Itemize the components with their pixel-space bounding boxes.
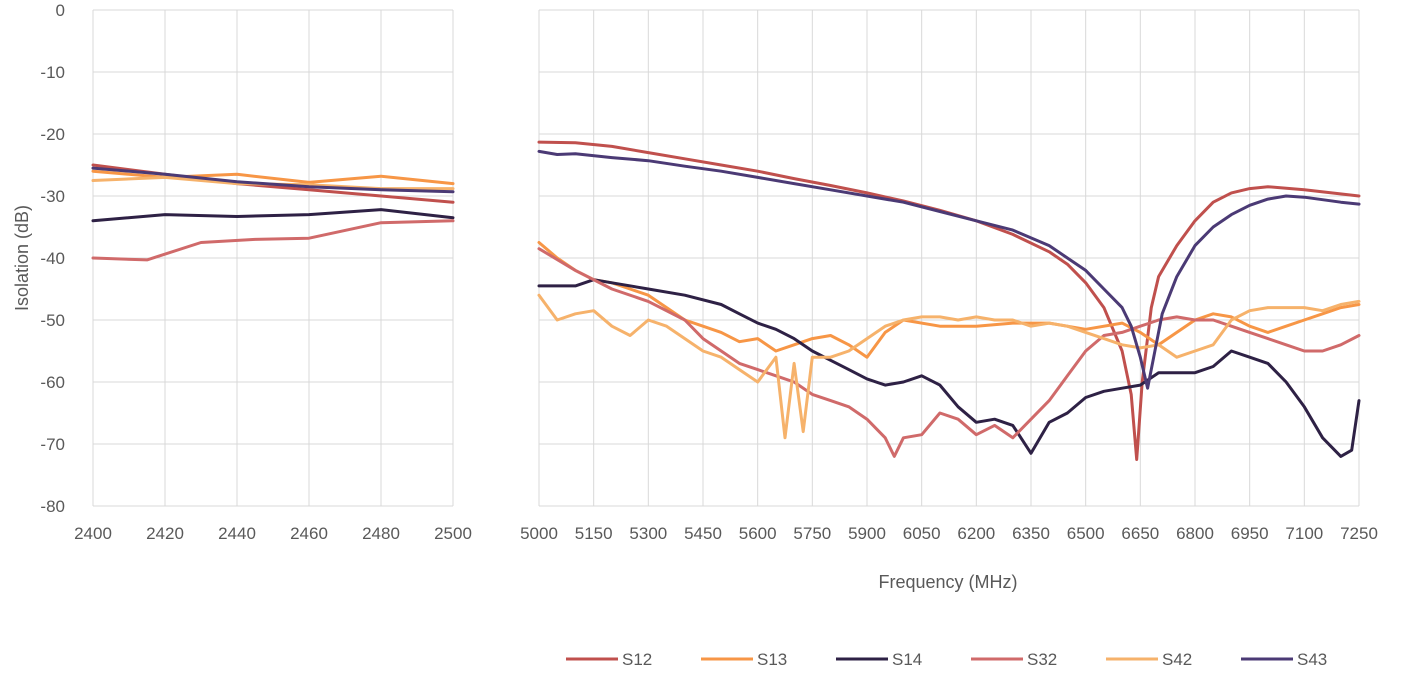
series-s32-line-panel-0 — [91, 219, 455, 262]
y-tick-label: -10 — [40, 63, 65, 82]
x-tick-label: 6200 — [957, 524, 995, 543]
x-tick-label: 2400 — [74, 524, 112, 543]
series-s14-line-panel-1 — [537, 278, 1361, 458]
x-tick-label: 5300 — [629, 524, 667, 543]
series-s12-line-panel-1 — [537, 140, 1361, 461]
x-tick-label: 5000 — [520, 524, 558, 543]
series-s42-line-panel-1 — [537, 293, 1361, 440]
series-s32-line-panel-1 — [537, 247, 1361, 458]
x-tick-label: 6950 — [1231, 524, 1269, 543]
y-tick-label: -60 — [40, 373, 65, 392]
series-s14-line-panel-0 — [91, 208, 455, 223]
y-tick-label: -40 — [40, 249, 65, 268]
x-tick-label: 6800 — [1176, 524, 1214, 543]
x-tick-label: 2420 — [146, 524, 184, 543]
legend-label-s42: S42 — [1162, 650, 1192, 669]
x-tick-label: 5900 — [848, 524, 886, 543]
x-tick-label: 7250 — [1340, 524, 1378, 543]
y-tick-label: -50 — [40, 311, 65, 330]
legend-label-s32: S32 — [1027, 650, 1057, 669]
x-tick-label: 6350 — [1012, 524, 1050, 543]
series-s13-line-panel-0 — [91, 169, 455, 186]
series-s13-line-panel-1 — [537, 241, 1361, 359]
y-tick-label: -20 — [40, 125, 65, 144]
legend-label-s12: S12 — [622, 650, 652, 669]
x-tick-label: 5750 — [793, 524, 831, 543]
y-tick-label: -70 — [40, 435, 65, 454]
right-panel-5000-band: 5000 5150 5300 5450 5600 5750 5900 6050 6200 6350… — [520, 9, 1378, 543]
x-tick-label: 6650 — [1121, 524, 1159, 543]
y-tick-label: -30 — [40, 187, 65, 206]
x-axis-title: Frequency (MHz) — [878, 572, 1017, 592]
x-tick-label: 2500 — [434, 524, 472, 543]
x-tick-label: 5150 — [575, 524, 613, 543]
legend-label-s14: S14 — [892, 650, 922, 669]
x-tick-label: 2440 — [218, 524, 256, 543]
x-tick-label: 2480 — [362, 524, 400, 543]
y-tick-label: -80 — [40, 497, 65, 516]
x-tick-label: 6500 — [1067, 524, 1105, 543]
series-s43-line-panel-0 — [91, 166, 455, 194]
x-tick-label: 5450 — [684, 524, 722, 543]
series-s43-line-panel-1 — [537, 149, 1361, 390]
x-tick-label: 5600 — [739, 524, 777, 543]
legend-label-s13: S13 — [757, 650, 787, 669]
y-tick-label: 0 — [56, 1, 65, 20]
y-axis-title: Isolation (dB) — [12, 205, 32, 311]
legend: S12 S13 S14 S32 S42 S43 — [566, 650, 1327, 669]
x-tick-label: 7100 — [1285, 524, 1323, 543]
left-panel-2400-band: 2400 2420 2440 2460 2480 2500 0 -10 -20 -30 -40 -50… — [40, 1, 471, 543]
legend-label-s43: S43 — [1297, 650, 1327, 669]
x-tick-label: 6050 — [903, 524, 941, 543]
x-tick-label: 2460 — [290, 524, 328, 543]
